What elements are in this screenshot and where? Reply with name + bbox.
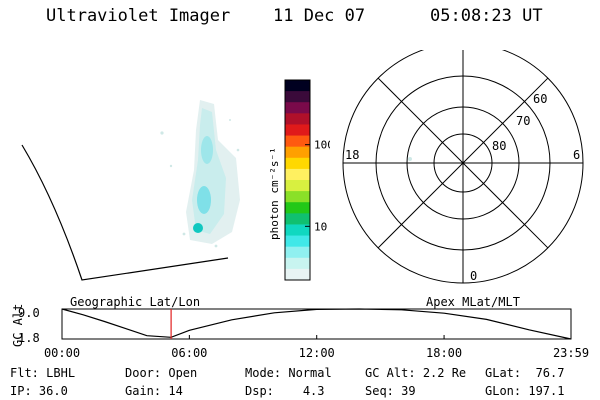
glon-readout: GLon: 197.1 (485, 384, 564, 398)
mlt-label-6: 6 (573, 148, 580, 162)
ytick-min: 1.8 (18, 331, 40, 345)
flt-label: Flt: (10, 366, 39, 380)
gcalt-label: GC Alt: (365, 366, 416, 380)
colorbar-swatch (285, 80, 310, 92)
mlt-label-12: 12 (470, 50, 484, 53)
instrument-title: Ultraviolet Imager (46, 6, 231, 26)
time-tick-label: 06:00 (171, 346, 207, 360)
mlt-label-0: 0 (470, 269, 477, 283)
colorbar-swatch (285, 246, 310, 259)
glat-readout: GLat: 76.7 (485, 366, 564, 380)
gcalt-readout: GC Alt: 2.2 Re (365, 366, 466, 380)
polar-coord-label: Apex MLat/MLT (426, 295, 520, 309)
dsp-readout: Dsp: 4.3 (245, 384, 325, 398)
colorbar-swatch (285, 124, 310, 137)
colorbar-swatch (285, 235, 310, 248)
map-projection-label: Geographic Lat/Lon (70, 295, 201, 309)
colorbar-swatch (285, 102, 310, 114)
gain-value: 14 (168, 384, 183, 398)
ip-readout: IP: 36.0 (10, 384, 68, 398)
door-label: Door: (125, 366, 162, 380)
time-tick-label: 18:00 (426, 346, 462, 360)
gain-readout: Gain: 14 (125, 384, 183, 398)
colorbar-swatch (285, 224, 310, 237)
polar-plot: 12 18 6 0 60 70 80 (342, 50, 584, 284)
colorbar-swatch (285, 168, 310, 181)
dsp-value: 4.3 (302, 384, 325, 398)
ip-value: 36.0 (38, 384, 68, 398)
mode-label: Mode: (245, 366, 282, 380)
mode-readout: Mode: Normal (245, 366, 332, 380)
colorbar-swatch (285, 191, 310, 203)
time-tick-label: 12:00 (299, 346, 335, 360)
colorbar-axis-label: photon cm⁻²s⁻¹ (268, 147, 281, 240)
colorbar-tick-label: 10 (314, 220, 327, 233)
colorbar-swatch (285, 202, 310, 214)
seq-value: 39 (401, 384, 416, 398)
colorbar-tick-label: 100 (314, 139, 330, 152)
aurora-image (160, 100, 240, 248)
geographic-map-panel (21, 100, 240, 281)
seq-label: Seq: (365, 384, 394, 398)
colorbar-swatch (285, 213, 310, 225)
gain-label: Gain: (125, 384, 162, 398)
mode-value: Normal (288, 366, 332, 380)
mlat-label-70: 70 (516, 114, 530, 128)
polar-grid: 12 18 6 0 60 70 80 (342, 50, 584, 284)
colorbar-swatch (285, 257, 310, 270)
colorbar-swatch (285, 146, 310, 159)
colorbar-frame (284, 79, 311, 281)
colorbar-swatch (285, 268, 310, 281)
seq-readout: Seq: 39 (365, 384, 416, 398)
colorbar-gradient (285, 80, 310, 281)
glat-label: GLat: (485, 366, 522, 380)
colorbar: 100 10 photon cm⁻²s⁻¹ (268, 79, 330, 281)
time-label: 05:08:23 UT (430, 6, 543, 26)
mlat-label-80: 80 (492, 139, 506, 153)
timeline-ylabel: GC Alt (11, 304, 25, 347)
glon-value: 197.1 (528, 384, 565, 398)
colorbar-swatch (285, 157, 310, 170)
ytick-max: 9.0 (18, 306, 40, 320)
colorbar-swatch (285, 180, 310, 192)
colorbar-swatch (285, 135, 310, 148)
glat-value: 76.7 (535, 366, 565, 380)
door-readout: Door: Open (125, 366, 197, 380)
flt-readout: Flt: LBHL (10, 366, 75, 380)
altitude-timeline: 00:00 06:00 12:00 18:00 23:59 GC Alt 9.0 1.8 (11, 304, 589, 360)
date-label: 11 Dec 07 (273, 6, 366, 26)
colorbar-swatch (285, 113, 310, 125)
time-tick-label: 00:00 (44, 346, 80, 360)
timeline-frame (61, 308, 572, 340)
dsp-label: Dsp: (245, 384, 274, 398)
altitude-series-line (61, 308, 572, 340)
mlat-label-60: 60 (533, 92, 547, 106)
map-boundary (21, 144, 229, 281)
glon-label: GLon: (485, 384, 522, 398)
door-value: Open (168, 366, 198, 380)
colorbar-swatch (285, 91, 310, 103)
mlt-label-18: 18 (345, 148, 359, 162)
time-tick-label: 23:59 (553, 346, 589, 360)
flt-value: LBHL (46, 366, 76, 380)
gcalt-value: 2.2 Re (422, 366, 467, 380)
ip-label: IP: (10, 384, 32, 398)
